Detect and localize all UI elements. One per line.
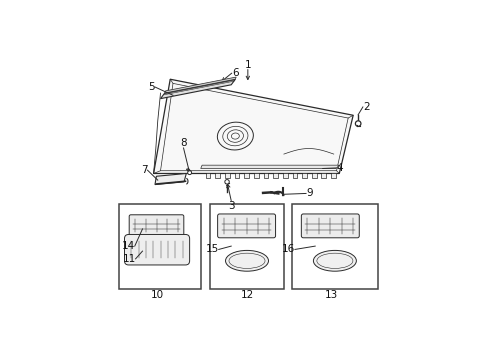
Text: 9: 9 [305,188,312,198]
Polygon shape [164,77,236,93]
Text: 14: 14 [121,241,135,251]
Text: 3: 3 [227,201,234,211]
Circle shape [224,180,229,184]
Text: 12: 12 [240,291,253,301]
FancyBboxPatch shape [129,215,183,236]
FancyBboxPatch shape [217,214,275,238]
Polygon shape [155,174,186,185]
Text: 7: 7 [141,165,147,175]
Text: 4: 4 [335,163,342,173]
Text: 1: 1 [244,59,251,69]
FancyBboxPatch shape [124,234,189,265]
Text: 10: 10 [151,291,164,301]
Circle shape [355,121,360,126]
Text: 2: 2 [362,102,369,112]
Text: 8: 8 [180,138,186,148]
Ellipse shape [225,251,268,271]
Text: 16: 16 [281,244,294,255]
Bar [209,204,284,288]
Ellipse shape [313,251,356,271]
Polygon shape [200,165,339,168]
Bar [119,204,200,288]
Polygon shape [200,173,335,177]
Bar [291,204,377,288]
Circle shape [187,171,191,175]
Text: 5: 5 [148,82,155,92]
Polygon shape [160,79,235,99]
Polygon shape [153,79,352,174]
Text: 15: 15 [205,244,218,255]
FancyBboxPatch shape [301,214,359,238]
Text: 13: 13 [324,291,337,301]
Text: 6: 6 [231,68,238,78]
Text: 11: 11 [122,254,135,264]
